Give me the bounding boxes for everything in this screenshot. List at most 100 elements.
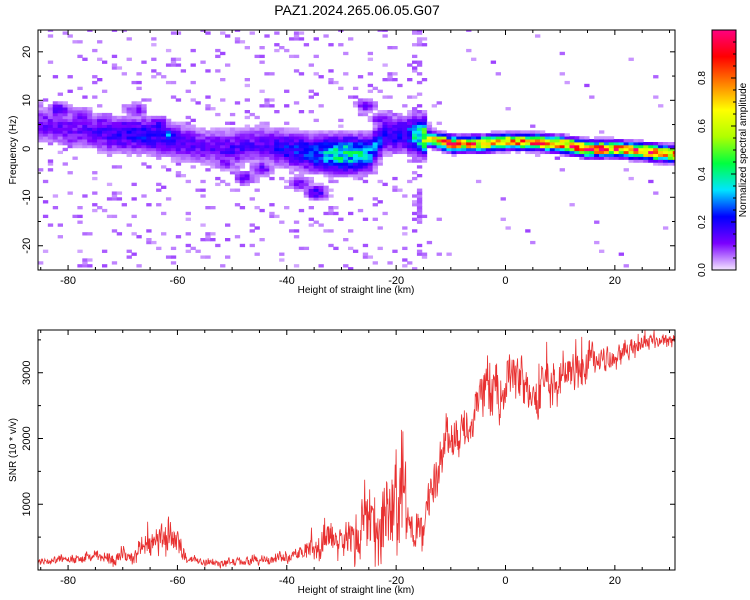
spectrogram-cell [559,168,565,172]
spectrogram-cell [97,144,103,149]
spectrogram-cell [47,168,54,172]
spectrogram-cell [92,176,98,181]
spectrogram-cell [412,118,418,123]
spectrogram-cell [377,142,383,146]
spectrogram-cell [77,112,83,117]
spectrogram-cell [584,150,590,155]
spectrogram-cell [106,130,113,134]
spectrogram-cell [510,147,516,152]
spectrogram-cell [362,243,369,248]
spectrogram-cell [308,194,314,198]
spectrogram-cell [313,37,319,41]
spectrogram-cell [338,147,344,152]
spectrogram-cell [421,150,428,155]
spectrogram-cell [412,133,418,137]
spectrogram-cell [426,139,433,143]
spectrogram-cell [141,194,147,198]
spectrogram-cell [303,165,310,169]
spectrogram-cell [633,142,639,146]
spectrogram-cell [126,127,132,131]
spectrogram-cell [352,86,359,91]
spectrogram-cell [244,98,250,102]
spectrogram-cell [62,147,68,152]
spectrogram-cell [579,156,585,160]
spectrogram-cell [372,86,378,91]
spectrogram-cell [559,139,565,143]
spectrogram-cell [244,124,250,128]
spectrogram-cell [667,156,674,160]
spectrogram-cell [333,130,339,134]
spectrogram-cell [92,142,98,146]
spectrogram-cell [210,133,216,137]
spectrogram-cell [293,37,300,41]
spectrogram-cell [446,147,452,152]
spectrogram-cell [121,104,127,108]
spectrogram-cell [264,159,270,163]
spectrogram-cell [362,159,369,163]
spectrogram-cell [190,130,196,134]
spectrogram-cell [293,176,300,181]
spectrogram-cell [426,136,433,140]
spectrogram-cell [156,127,162,131]
spectrogram-cell [234,188,241,192]
spectrogram-cell [530,130,536,134]
spectrogram-cell [274,139,280,143]
spectrogram-cell [515,139,521,143]
spectrogram-cell [136,136,142,140]
spectrogram-cell [382,118,388,123]
spectrogram-cell [608,150,615,155]
spectrogram-cell [279,133,285,137]
spectrogram-cell [638,153,644,157]
spectrogram-cell [146,139,152,143]
spectrogram-cell [308,159,314,163]
x-tick-label: -40 [279,275,295,287]
spectrogram-cell [362,112,369,117]
spectrogram-cell [569,153,575,157]
spectrogram-cell [185,243,191,248]
spectrogram-cell [101,264,108,268]
spectrogram-cell [284,139,290,143]
spectrogram-cell [215,133,221,137]
spectrogram-cell [436,252,442,256]
spectrogram-cell [362,136,369,140]
spectrogram-cell [47,133,54,137]
spectrogram-cell [328,174,334,178]
spectrogram-cell [658,159,664,163]
spectrogram-cell [249,223,255,227]
spectrogram-cell [313,171,319,175]
spectrogram-cell [259,142,265,146]
spectrogram-cell [126,133,132,137]
spectrogram-cell [515,144,521,149]
spectrogram-cell [416,72,423,76]
spectrogram-cell [254,136,260,140]
spectrogram-cell [92,191,98,195]
spectrogram-cell [416,197,423,201]
spectrogram-cell [549,150,556,155]
spectrogram-cell [323,34,329,38]
spectrogram-cell [559,150,565,155]
spectrogram-cell [42,124,49,128]
spectrogram-cell [343,51,349,56]
spectrogram-cell [210,130,216,134]
spectrogram-cell [328,208,334,213]
spectrogram-cell [392,136,398,140]
spectrogram-cell [136,101,142,105]
spectrogram-cell [362,165,369,169]
spectrogram-cell [367,156,374,160]
spectrogram-cell [421,252,428,256]
spectrogram-cell [397,130,403,134]
spectrogram-cell [229,121,236,125]
spectrogram-cell [333,159,339,163]
spectrogram-cell [653,150,659,155]
spectrogram-cell [436,121,442,125]
spectrogram-cell [402,136,408,140]
spectrogram-cell [387,127,393,131]
spectrogram-cell [38,168,44,172]
spectrogram-cell [352,147,359,152]
spectrogram-cell [421,159,428,163]
spectrogram-cell [106,150,113,155]
spectrogram-cell [259,150,265,155]
spectrogram-cell [220,159,226,163]
spectrogram-cell [357,144,364,149]
spectrogram-cell [229,150,236,155]
